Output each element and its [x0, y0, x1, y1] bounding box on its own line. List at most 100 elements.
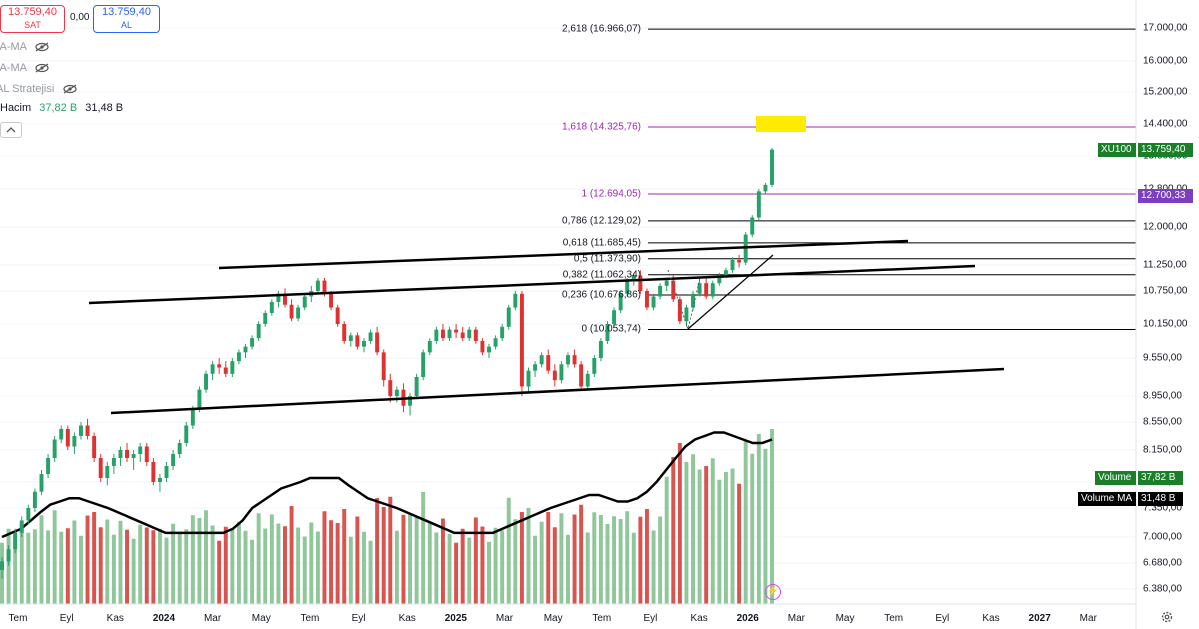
- volume-bar: [204, 510, 208, 604]
- fib-label: 0,5 (11.373,90): [573, 253, 641, 265]
- candle: [539, 355, 544, 365]
- candle: [105, 466, 110, 478]
- candle: [651, 296, 656, 308]
- x-tick-label: Mar: [1079, 613, 1097, 624]
- y-tick-label: 14.400,00: [1143, 118, 1188, 130]
- candle: [730, 259, 735, 271]
- volume-bar: [651, 530, 656, 604]
- buy-label: AL: [120, 20, 132, 30]
- volume-bar: [230, 529, 235, 604]
- y-tick-label: 16.000,00: [1143, 55, 1188, 67]
- candle: [26, 508, 31, 521]
- candle: [79, 425, 83, 436]
- candle: [315, 280, 320, 291]
- volume-bar: [513, 519, 518, 604]
- candle: [388, 380, 393, 396]
- candle: [250, 338, 255, 347]
- sell-button[interactable]: 13.759,40 SAT: [0, 5, 65, 33]
- fib-price-badge: 12.700,33: [1138, 189, 1193, 203]
- x-tick-label: May: [251, 613, 271, 624]
- last-price-badge: 13.759,40: [1138, 143, 1193, 157]
- candle: [361, 341, 366, 347]
- indicator-row[interactable]: YA-MA: [0, 39, 50, 55]
- eye-off-icon[interactable]: [35, 63, 50, 73]
- volume-bar: [144, 527, 149, 604]
- indicator-row[interactable]: YA-MA: [0, 60, 50, 76]
- fib-label: 0 (10.053,74): [581, 323, 642, 335]
- volume-bar: [6, 528, 11, 604]
- candle: [368, 332, 373, 341]
- x-tick-label: Tem: [300, 613, 320, 624]
- eye-off-icon[interactable]: [63, 84, 77, 94]
- candle: [579, 364, 584, 387]
- volume-bar: [743, 441, 748, 604]
- volume-bar: [368, 540, 373, 604]
- candle: [335, 307, 340, 324]
- candle: [552, 370, 557, 381]
- candle: [269, 302, 274, 313]
- buy-button[interactable]: 13.759,40 AL: [93, 5, 160, 33]
- eye-off-icon[interactable]: [35, 42, 50, 52]
- volume-bar: [592, 512, 597, 604]
- volume-bar: [447, 533, 452, 604]
- volume-bar: [375, 498, 380, 604]
- volume-bar: [467, 537, 472, 604]
- candle: [204, 373, 208, 390]
- abc-pattern-line: [667, 269, 701, 331]
- candles: [0, 148, 774, 579]
- volume-bar: [631, 532, 636, 604]
- chevron-up-icon: [6, 127, 16, 133]
- volume-bar: [79, 535, 83, 604]
- volume-bar: [618, 519, 623, 604]
- candle: [519, 293, 524, 387]
- fib-label: 0,236 (10.676,86): [562, 289, 641, 301]
- candle: [342, 324, 347, 341]
- volume-bar: [605, 524, 610, 604]
- volume-bar: [289, 506, 294, 604]
- volume-ma-line: [1, 431, 773, 539]
- candle: [770, 149, 774, 185]
- candle: [737, 259, 742, 263]
- candle: [85, 425, 90, 436]
- volume-bar: [546, 512, 551, 604]
- trendline-support: [687, 254, 774, 330]
- candle: [421, 352, 426, 377]
- candle: [723, 270, 728, 276]
- gear-icon[interactable]: [1160, 610, 1174, 624]
- trendline-upper: [218, 239, 909, 270]
- candle: [434, 329, 439, 341]
- volume-bar: [322, 511, 327, 604]
- collapse-legend-button[interactable]: [0, 122, 22, 138]
- volume-bar: [164, 537, 169, 604]
- volume-bar: [98, 527, 103, 604]
- volume-bar: [210, 525, 215, 604]
- candle: [513, 293, 518, 308]
- volume-bar: [190, 515, 195, 604]
- candle: [526, 370, 531, 387]
- target-highlight: [756, 116, 806, 132]
- candle: [131, 454, 136, 458]
- candle: [598, 341, 603, 358]
- x-tick-label: 2025: [444, 613, 467, 624]
- y-tick-label: 10.750,00: [1143, 285, 1188, 297]
- candle: [394, 389, 399, 396]
- candle: [125, 450, 130, 458]
- indicator-row[interactable]: AL Stratejisi: [0, 81, 77, 97]
- volume-bar: [684, 462, 689, 604]
- candle: [59, 429, 64, 440]
- candle: [756, 191, 761, 218]
- volume-bar: [92, 512, 97, 604]
- y-tick-label: 7.000,00: [1143, 531, 1182, 543]
- x-tick-label: Kas: [398, 613, 416, 624]
- volume-bar: [32, 529, 37, 604]
- volume-bar: [329, 520, 334, 604]
- volume-bar: [315, 531, 320, 604]
- candle: [177, 443, 182, 454]
- x-tick-label: May: [543, 613, 563, 624]
- candle: [39, 474, 44, 492]
- candle: [625, 280, 630, 294]
- volume-bar: [480, 526, 485, 604]
- lightning-icon[interactable]: ⚡: [765, 584, 781, 600]
- candle: [276, 293, 281, 302]
